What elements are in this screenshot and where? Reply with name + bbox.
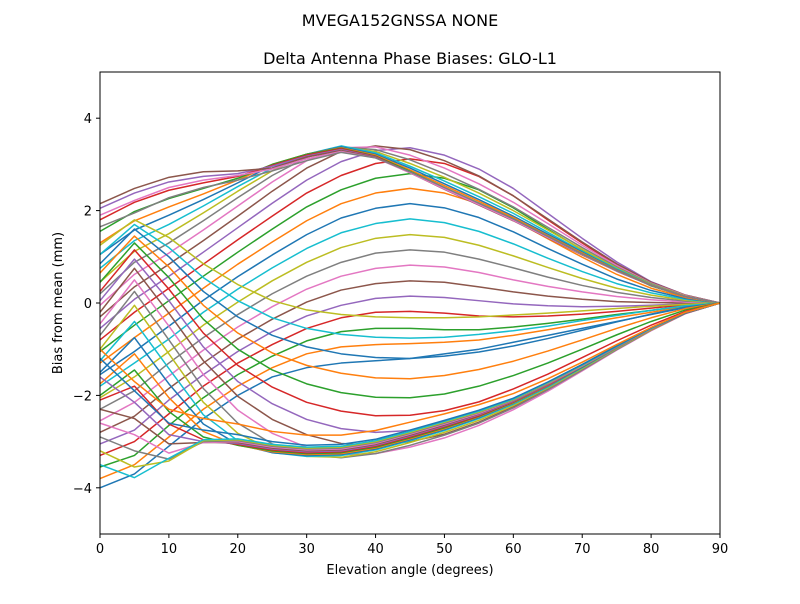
x-tick-label: 80 bbox=[643, 542, 660, 557]
series-line-7 bbox=[99, 264, 721, 422]
y-tick-label: −2 bbox=[73, 389, 92, 404]
chart-title: Delta Antenna Phase Biases: GLO-L1 bbox=[263, 49, 557, 68]
x-axis-label: Elevation angle (degrees) bbox=[326, 563, 493, 578]
y-tick-label: 2 bbox=[84, 205, 92, 220]
series-line-17 bbox=[99, 146, 721, 306]
series-line-30 bbox=[99, 223, 721, 339]
series-line-11 bbox=[99, 202, 721, 376]
series-line-8 bbox=[99, 249, 721, 410]
x-tick-label: 60 bbox=[505, 542, 522, 557]
x-tick-label: 20 bbox=[230, 542, 247, 557]
series-line-16 bbox=[99, 145, 721, 318]
x-tick-label: 10 bbox=[161, 542, 178, 557]
x-tick-label: 30 bbox=[298, 542, 315, 557]
x-axis-ticks: 0 10 20 30 40 50 60 70 80 90 bbox=[96, 534, 728, 557]
series-line-31 bbox=[99, 228, 721, 360]
series-line-10 bbox=[99, 218, 721, 387]
y-axis-ticks: −4 −2 0 2 4 bbox=[73, 112, 100, 497]
x-tick-label: 90 bbox=[712, 542, 729, 557]
x-tick-label: 70 bbox=[574, 542, 591, 557]
series-line-6 bbox=[99, 280, 720, 434]
series-line-33 bbox=[99, 242, 721, 399]
plot-frame bbox=[99, 71, 721, 535]
x-tick-label: 0 bbox=[96, 542, 104, 557]
series-line-9 bbox=[99, 233, 721, 399]
series-line-51 bbox=[99, 302, 721, 447]
x-tick-label: 50 bbox=[436, 542, 453, 557]
series-line-34 bbox=[99, 249, 721, 417]
series-line-52 bbox=[99, 302, 721, 436]
series-line-32 bbox=[99, 235, 721, 380]
series-line-2 bbox=[99, 302, 721, 480]
series-line-18 bbox=[99, 146, 721, 304]
series-line-15 bbox=[99, 147, 721, 329]
x-tick-label: 40 bbox=[367, 542, 384, 557]
series-line-12 bbox=[99, 187, 721, 364]
series-line-19 bbox=[99, 146, 721, 304]
y-tick-label: −4 bbox=[73, 482, 92, 497]
series-line-20 bbox=[99, 145, 721, 304]
series-line-3 bbox=[99, 302, 721, 468]
series-line-38 bbox=[99, 290, 721, 459]
y-tick-label: 4 bbox=[84, 112, 92, 127]
y-tick-label: 0 bbox=[84, 297, 92, 312]
series-line-28 bbox=[99, 151, 721, 304]
series-line-29 bbox=[99, 219, 721, 319]
series-line-4 bbox=[99, 302, 721, 457]
y-axis-label: Bias from mean (mm) bbox=[51, 232, 66, 374]
figure-suptitle: MVEGA152GNSSA NONE bbox=[302, 11, 498, 30]
plot-lines bbox=[99, 145, 721, 489]
